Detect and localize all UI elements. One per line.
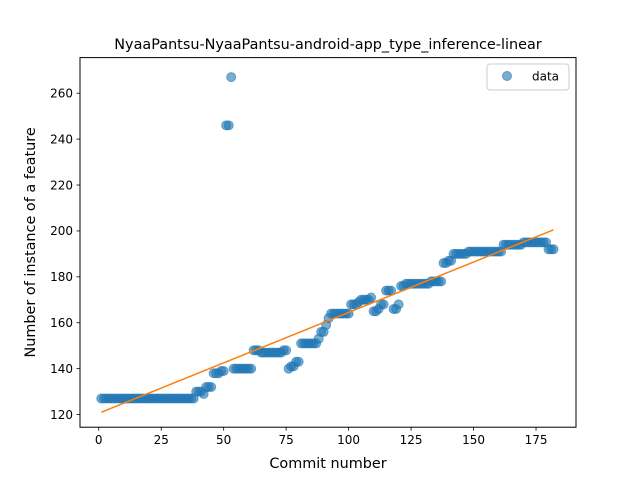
y-tick-label: 220 [50,178,73,192]
data-point [226,72,237,83]
data-point [436,276,447,287]
y-tick-label: 260 [50,86,73,100]
y-tick-label: 120 [50,408,73,422]
x-tick-label: 0 [95,433,103,447]
y-tick-label: 200 [50,224,73,238]
x-tick-label: 100 [337,433,360,447]
x-tick-label: 50 [216,433,231,447]
y-tick-label: 140 [50,362,73,376]
data-point [281,345,292,356]
data-point [206,382,217,393]
data-point [366,292,377,303]
x-tick-label: 75 [279,433,294,447]
plot-area [96,72,559,413]
legend-label: data [532,70,559,84]
data-point [246,363,257,374]
y-axis-label: Number of instance of a feature [23,127,39,357]
data-point [393,299,404,310]
chart-title: NyaaPantsu-NyaaPantsu-android-app_type_i… [114,37,541,53]
plot-frame [79,57,577,428]
x-tick-label: 25 [154,433,169,447]
data-point [223,120,234,131]
data-point [293,356,304,367]
x-tick-label: 150 [462,433,485,447]
x-axis-ticks: 0 25 50 75 100 125 150 175 [95,427,548,447]
x-tick-label: 175 [525,433,548,447]
legend-marker [502,71,512,81]
data-point [378,299,389,310]
x-axis-label: Commit number [269,456,386,472]
x-tick-label: 125 [400,433,423,447]
y-axis-ticks: 120 140 160 180 200 220 240 260 [50,86,80,422]
data-point [548,244,559,255]
y-tick-label: 180 [50,270,73,284]
fit-line [100,229,554,413]
y-tick-label: 160 [50,316,73,330]
legend: data [486,63,570,91]
data-point [218,365,229,376]
legend-frame [486,63,570,91]
y-tick-label: 240 [50,132,73,146]
